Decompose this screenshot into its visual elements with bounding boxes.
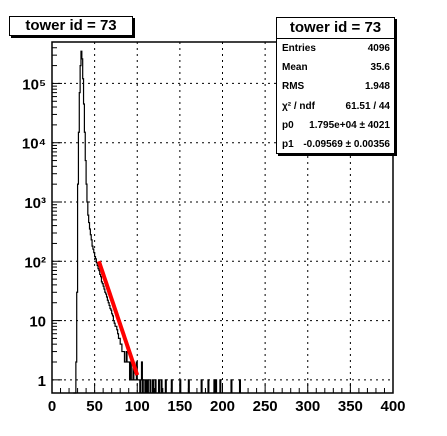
x-tick-label: 50 [86, 398, 103, 415]
y-axis: 1 10 10² 10³ 10⁴ 10⁵ [22, 47, 62, 390]
stats-key: Mean [282, 62, 308, 74]
stats-value: 4096 [367, 43, 390, 54]
stats-key: χ² / ndf [282, 100, 315, 112]
x-tick-label: 100 [125, 398, 150, 415]
stats-key: RMS [282, 81, 305, 93]
y-tick-label: 10⁴ [22, 136, 46, 153]
stats-value: 1.795e+04 ± 4021 [309, 119, 390, 131]
fit-line [96, 260, 140, 376]
stats-row-rms: RMS 1.948 [277, 77, 394, 96]
stats-value: 1.948 [364, 81, 390, 93]
stats-key: p0 [282, 119, 294, 131]
x-tick-label: 300 [295, 398, 320, 415]
x-axis: 0 50 100 150 200 250 300 350 400 [48, 383, 406, 415]
stats-value: -0.09569 ± 0.00356 [303, 138, 390, 150]
stats-row-entries: Entries 4096 [277, 39, 394, 58]
histogram-series [73, 50, 241, 394]
y-tick-label: 10² [24, 254, 46, 271]
y-tick-label: 10³ [24, 195, 46, 212]
stats-title: tower id = 73 [277, 18, 394, 39]
fit-curve [96, 260, 140, 376]
grid-lines [52, 42, 393, 393]
stats-value: 61.51 / 44 [345, 100, 390, 112]
x-tick-label: 350 [338, 398, 363, 415]
stats-key: Entries [282, 43, 316, 54]
y-tick-label: 10⁵ [22, 76, 46, 93]
stats-row-chi2: χ² / ndf 61.51 / 44 [277, 97, 394, 116]
x-tick-label: 200 [210, 398, 235, 415]
x-tick-label: 0 [48, 398, 56, 415]
plot-title: tower id = 73 [9, 16, 133, 36]
stats-row-p1: p1 -0.09569 ± 0.00356 [277, 135, 394, 154]
stats-value: 35.6 [370, 62, 390, 74]
stats-row-mean: Mean 35.6 [277, 58, 394, 77]
x-tick-label: 400 [380, 398, 405, 415]
stats-row-p0: p0 1.795e+04 ± 4021 [277, 116, 394, 135]
histogram-line [73, 50, 241, 394]
x-tick-label: 250 [253, 398, 278, 415]
stats-key: p1 [282, 138, 294, 150]
y-tick-label: 10 [29, 314, 46, 331]
y-tick-label: 1 [38, 373, 46, 390]
x-tick-label: 150 [167, 398, 192, 415]
stats-box: tower id = 73 Entries 4096 Mean 35.6 RMS… [276, 17, 395, 154]
